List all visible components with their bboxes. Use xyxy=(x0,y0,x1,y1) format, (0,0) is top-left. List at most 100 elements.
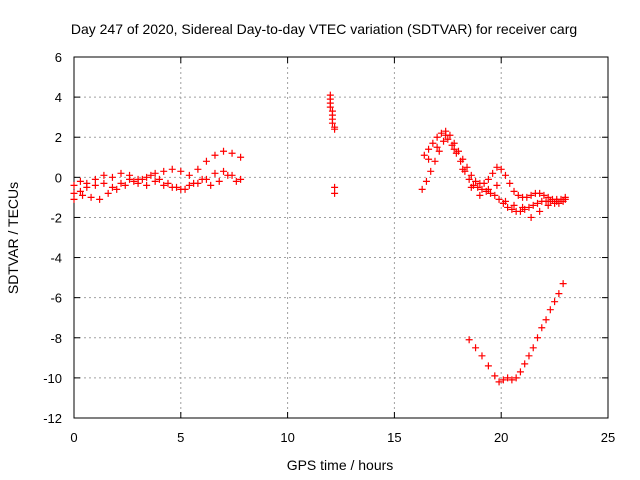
data-point xyxy=(514,191,522,199)
data-point xyxy=(493,163,501,171)
data-point xyxy=(489,169,497,177)
data-point xyxy=(108,183,116,191)
data-point xyxy=(100,179,108,187)
data-point xyxy=(491,372,499,380)
data-point xyxy=(534,199,542,207)
data-point xyxy=(433,133,441,141)
data-point xyxy=(113,185,121,193)
series-mid-day-segment xyxy=(326,91,339,197)
data-point xyxy=(326,103,334,111)
data-point xyxy=(185,181,193,189)
data-point xyxy=(228,149,236,157)
data-point xyxy=(433,143,441,151)
data-point xyxy=(224,171,232,179)
y-tick-label: -12 xyxy=(43,411,62,426)
data-point xyxy=(527,191,535,199)
series-upper-band-c xyxy=(70,171,240,203)
data-point xyxy=(493,181,501,189)
data-point xyxy=(561,195,569,203)
data-point xyxy=(437,129,445,137)
series-negative-dip xyxy=(465,280,567,386)
x-axis-label: GPS time / hours xyxy=(287,457,394,473)
data-point xyxy=(70,195,78,203)
data-point xyxy=(484,185,492,193)
x-tick-label: 5 xyxy=(177,430,184,445)
data-point xyxy=(96,195,104,203)
data-point xyxy=(420,151,428,159)
data-point xyxy=(501,197,509,205)
data-point xyxy=(501,171,509,179)
data-point xyxy=(444,135,452,143)
data-point xyxy=(87,193,95,201)
data-point xyxy=(126,175,134,183)
y-tick-label: -10 xyxy=(43,371,62,386)
data-point xyxy=(194,165,202,173)
data-point xyxy=(484,362,492,370)
data-point xyxy=(521,360,529,368)
data-point xyxy=(202,157,210,165)
data-point xyxy=(516,207,524,215)
data-point xyxy=(83,183,91,191)
data-point xyxy=(427,167,435,175)
y-tick-label: 0 xyxy=(55,170,62,185)
y-tick-label: -6 xyxy=(50,291,62,306)
data-point xyxy=(211,151,219,159)
y-tick-label: 4 xyxy=(55,90,62,105)
data-point xyxy=(425,155,433,163)
data-point xyxy=(519,203,527,211)
data-point xyxy=(331,125,339,133)
data-point xyxy=(495,195,503,203)
data-point xyxy=(177,167,185,175)
data-point xyxy=(457,157,465,165)
chart-title: Day 247 of 2020, Sidereal Day-to-day VTE… xyxy=(71,21,577,37)
data-point xyxy=(155,175,163,183)
data-point xyxy=(467,171,475,179)
data-point xyxy=(173,183,181,191)
data-point xyxy=(440,137,448,145)
data-point xyxy=(108,173,116,181)
data-point xyxy=(525,203,533,211)
data-point xyxy=(143,173,151,181)
data-point xyxy=(491,191,499,199)
data-point xyxy=(138,175,146,183)
data-point xyxy=(459,165,467,173)
data-point xyxy=(474,183,482,191)
data-point xyxy=(512,374,520,382)
data-point xyxy=(553,197,561,205)
data-point xyxy=(546,197,554,205)
data-point xyxy=(510,201,518,209)
data-points xyxy=(70,91,569,386)
data-point xyxy=(91,181,99,189)
data-point xyxy=(121,181,129,189)
data-point xyxy=(331,189,339,197)
data-point xyxy=(237,153,245,161)
data-point xyxy=(467,183,475,191)
data-point xyxy=(418,185,426,193)
data-point xyxy=(220,147,228,155)
series-upper-band-a xyxy=(70,147,245,189)
data-point xyxy=(429,139,437,147)
y-axis-label: SDTVAR / TECUs xyxy=(5,182,21,294)
data-point xyxy=(510,187,518,195)
x-tick-label: 0 xyxy=(70,430,77,445)
data-point xyxy=(100,171,108,179)
data-point xyxy=(215,177,223,185)
data-point xyxy=(117,169,125,177)
data-point xyxy=(504,374,512,382)
data-point xyxy=(232,177,240,185)
data-point xyxy=(134,179,142,187)
data-point xyxy=(422,177,430,185)
data-point xyxy=(542,316,550,324)
data-point xyxy=(551,298,559,306)
data-point xyxy=(160,181,168,189)
data-point xyxy=(472,177,480,185)
x-tick-label: 10 xyxy=(280,430,294,445)
x-tick-label: 20 xyxy=(494,430,508,445)
data-point xyxy=(91,175,99,183)
y-tick-label: -8 xyxy=(50,331,62,346)
data-point xyxy=(504,203,512,211)
series-afternoon-band-c xyxy=(425,131,569,221)
data-point xyxy=(534,334,542,342)
data-point xyxy=(465,175,473,183)
